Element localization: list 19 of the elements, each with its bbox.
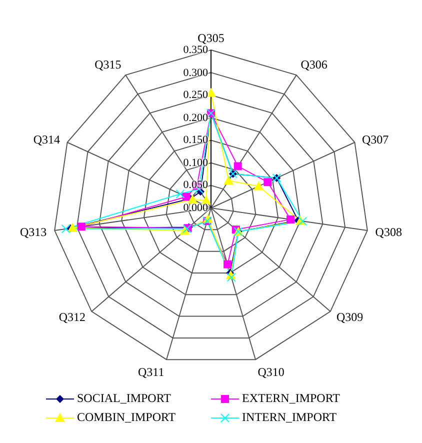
legend-label: EXTERN_IMPORT: [242, 391, 340, 406]
spoke-label: Q313: [20, 224, 47, 239]
spoke-label: Q309: [336, 310, 364, 324]
legend-label: SOCIAL_IMPORT: [77, 391, 171, 406]
y-tick-label: 0.200: [183, 110, 208, 125]
spoke-label: Q314: [33, 132, 60, 146]
spoke-label: Q311: [138, 364, 164, 379]
legend-label: COMBIN_IMPORT: [77, 410, 176, 425]
spoke-label: Q305: [198, 31, 224, 45]
spoke-label: Q306: [300, 57, 328, 72]
y-tick-label: 0.350: [183, 44, 208, 57]
y-tick-label: 0.300: [183, 66, 208, 80]
spoke-label: Q315: [94, 57, 122, 72]
y-tick-label: 0.250: [183, 88, 208, 102]
spoke-label: Q312: [58, 310, 86, 324]
legend-label: INTERN_IMPORT: [242, 410, 337, 425]
spoke-label: Q308: [375, 224, 402, 239]
spoke-label: Q310: [258, 364, 284, 379]
spoke-label: Q307: [362, 132, 389, 146]
